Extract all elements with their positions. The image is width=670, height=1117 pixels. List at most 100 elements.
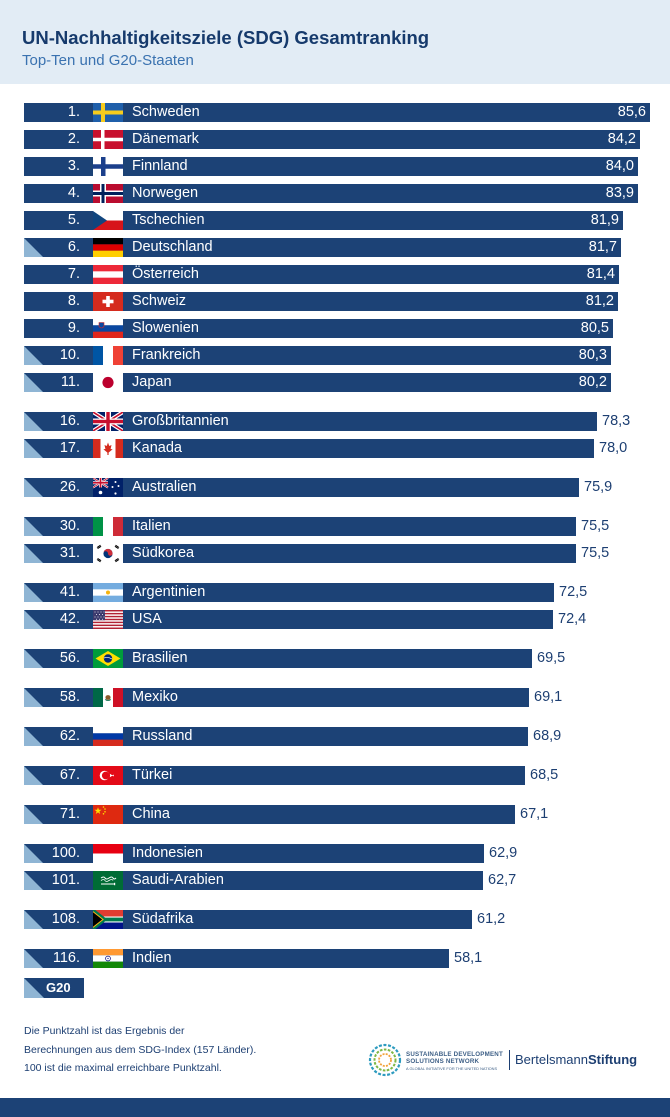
bar-südafrika: [24, 910, 472, 929]
bar-mexiko: [24, 688, 529, 707]
score-label: 84,0: [605, 158, 634, 174]
score-label: 67,1: [520, 806, 549, 822]
flag-finland-icon: [93, 157, 123, 176]
country-label: Tschechien: [132, 212, 205, 228]
score-label: 75,5: [581, 545, 610, 561]
g20-marker: [24, 544, 43, 563]
bar-dänemark: [24, 130, 640, 149]
header: UN-Nachhaltigkeitsziele (SDG) Gesamtrank…: [0, 0, 670, 84]
bar-slowenien: [24, 319, 613, 338]
flag-argentina-icon: [93, 583, 123, 602]
bar-italien: [24, 517, 576, 536]
g20-marker: [24, 727, 43, 746]
g20-marker: [24, 688, 43, 707]
sdsn-line1: SUSTAINABLE DEVELOPMENT: [406, 1051, 503, 1058]
country-label: Italien: [132, 518, 171, 534]
country-label: Brasilien: [132, 650, 188, 666]
score-label: 72,5: [559, 584, 588, 600]
footnote: Die Punktzahl ist das Ergebnis der Berec…: [24, 1022, 256, 1078]
flag-india-icon: [93, 949, 123, 968]
g20-legend-label: G20: [46, 980, 71, 995]
rank-label: 41.: [59, 584, 80, 600]
country-label: Japan: [132, 374, 172, 390]
rank-label: 2.: [67, 131, 80, 147]
g20-marker: [24, 439, 43, 458]
bar-indonesien: [24, 844, 484, 863]
g20-marker: [24, 238, 43, 257]
flag-germany-icon: [93, 238, 123, 257]
score-label: 68,5: [530, 767, 559, 783]
logo-divider: [509, 1050, 510, 1070]
g20-marker: [24, 805, 43, 824]
sdsn-line2: SOLUTIONS NETWORK: [406, 1058, 480, 1065]
country-label: Indien: [132, 950, 172, 966]
bar-tschechien: [24, 211, 623, 230]
g20-marker: [24, 844, 43, 863]
rank-label: 58.: [59, 689, 80, 705]
rank-label: 10.: [59, 347, 80, 363]
country-label: Südkorea: [132, 545, 195, 561]
bar-usa: [24, 610, 553, 629]
bar-russland: [24, 727, 528, 746]
rank-label: 11.: [60, 374, 80, 390]
flag-czechia-icon: [93, 211, 123, 230]
flag-indonesia-icon: [93, 844, 123, 863]
g20-marker: [24, 517, 43, 536]
score-label: 81,7: [588, 239, 617, 255]
rank-label: 56.: [59, 650, 80, 666]
country-label: Mexiko: [132, 689, 178, 705]
bar-frankreich: [24, 346, 611, 365]
country-label: Kanada: [132, 440, 182, 456]
footnote-line: 100 ist die maximal erreichbare Punktzah…: [24, 1062, 222, 1074]
bar-china: [24, 805, 515, 824]
page-title: UN-Nachhaltigkeitsziele (SDG) Gesamtrank…: [22, 27, 430, 48]
country-label: Großbritannien: [132, 413, 229, 429]
g20-marker: [24, 949, 43, 968]
rank-label: 6.: [67, 239, 80, 255]
flag-sweden-icon: [93, 103, 123, 122]
bar-norwegen: [24, 184, 638, 203]
bar-großbritannien: [24, 412, 597, 431]
score-label: 84,2: [607, 131, 636, 147]
country-label: Australien: [132, 479, 197, 495]
g20-marker: [24, 649, 43, 668]
country-label: Deutschland: [132, 239, 213, 255]
page-subtitle: Top-Ten und G20-Staaten: [22, 52, 194, 69]
flag-russia-icon: [93, 727, 123, 746]
rank-label: 7.: [67, 266, 80, 282]
country-label: Dänemark: [132, 131, 199, 147]
rank-label: 101.: [51, 872, 80, 888]
score-label: 78,3: [602, 413, 631, 429]
flag-australia-icon: [93, 478, 123, 497]
flag-south-korea-icon: [93, 544, 123, 563]
flag-mexico-icon: [93, 688, 123, 707]
g20-marker: [24, 412, 43, 431]
g20-legend-marker: [24, 978, 44, 998]
bar-schweiz: [24, 292, 618, 311]
flag-italy-icon: [93, 517, 123, 536]
rank-label: 17.: [59, 440, 80, 456]
bertelsmann-part2: Stiftung: [587, 1052, 638, 1067]
g20-marker: [24, 871, 43, 890]
score-label: 80,2: [578, 374, 607, 390]
rank-label: 62.: [59, 728, 80, 744]
score-label: 81,9: [590, 212, 619, 228]
score-label: 81,4: [586, 266, 615, 282]
sdsn-logo: SUSTAINABLE DEVELOPMENT SOLUTIONS NETWOR…: [368, 1035, 503, 1085]
rank-label: 4.: [67, 185, 80, 201]
flag-slovenia-icon: [93, 319, 123, 338]
bar-türkei: [24, 766, 525, 785]
score-label: 85,6: [617, 104, 646, 120]
bar-deutschland: [24, 238, 621, 257]
bar-japan: [24, 373, 611, 392]
bar-argentinien: [24, 583, 554, 602]
bottom-bar: [0, 1098, 670, 1117]
country-label: Argentinien: [132, 584, 206, 600]
bar-saudi-arabien: [24, 871, 483, 890]
sdsn-line3: A GLOBAL INITIATIVE FOR THE UNITED NATIO…: [406, 1066, 498, 1071]
score-label: 61,2: [477, 911, 506, 927]
rank-label: 116.: [52, 950, 80, 966]
flag-south-africa-icon: [93, 910, 123, 929]
country-label: Südafrika: [132, 911, 194, 927]
